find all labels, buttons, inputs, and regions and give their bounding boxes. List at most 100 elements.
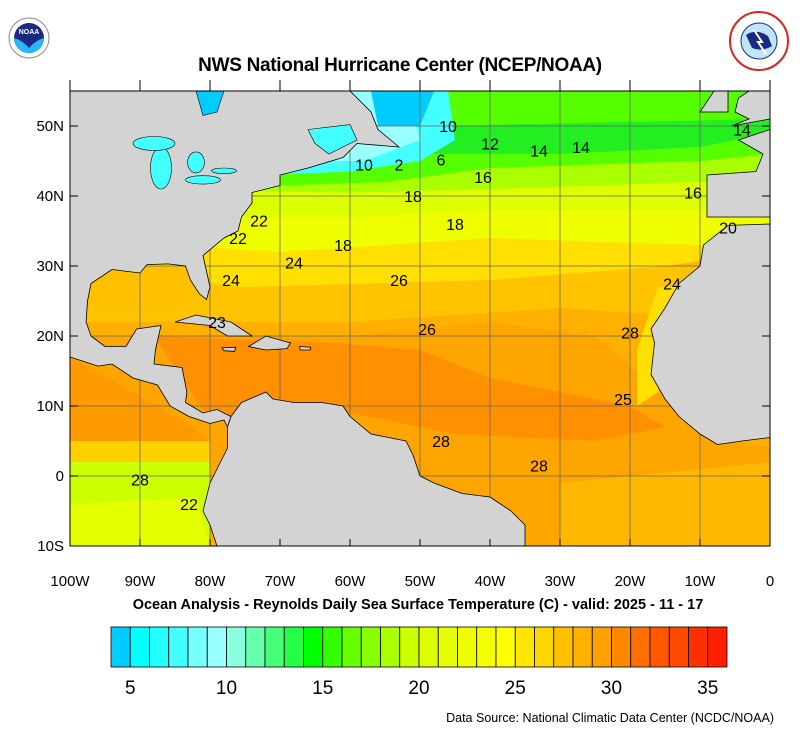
colorbar-swatch xyxy=(688,626,709,668)
colorbar-swatch xyxy=(649,626,670,668)
colorbar-swatch xyxy=(572,626,593,668)
colorbar-swatch xyxy=(707,626,728,668)
colorbar-swatch xyxy=(437,626,458,668)
colorbar-swatch xyxy=(168,626,189,668)
gulf-of-st-lawrence xyxy=(307,124,358,155)
svg-text:NOAA: NOAA xyxy=(19,29,40,36)
page-title: NWS National Hurricane Center (NCEP/NOAA… xyxy=(198,55,602,76)
y-axis-label: 40N xyxy=(36,188,64,205)
x-axis-label: 10W xyxy=(685,573,717,590)
lake xyxy=(185,175,221,185)
x-axis-label: 100W xyxy=(50,573,90,590)
colorbar-swatch xyxy=(476,626,497,668)
sst-region xyxy=(434,119,770,154)
contour-label: 24 xyxy=(285,256,303,273)
contour-label: 24 xyxy=(663,277,681,294)
colorbar-label: 25 xyxy=(505,678,526,699)
land-mass xyxy=(299,346,312,351)
sst-region xyxy=(84,266,203,315)
colorbar-swatch xyxy=(206,626,227,668)
contour-label: 18 xyxy=(334,238,352,255)
land-mass xyxy=(174,314,254,337)
contour-label: 20 xyxy=(719,221,737,238)
colorbar-swatch xyxy=(495,626,516,668)
y-axis-label: 0 xyxy=(56,468,64,485)
colorbar-swatch xyxy=(418,626,439,668)
colorbar-swatch xyxy=(457,626,478,668)
y-axis-label: 50N xyxy=(36,118,64,135)
land-mass xyxy=(699,91,729,113)
colorbar-swatch xyxy=(187,626,208,668)
colorbar-swatch xyxy=(668,626,689,668)
contour-label: 24 xyxy=(222,273,240,290)
colorbar-swatch xyxy=(322,626,343,668)
colorbar-swatch xyxy=(264,626,285,668)
contour-label: 22 xyxy=(250,214,268,231)
data-source: Data Source: National Climatic Data Cent… xyxy=(446,711,774,725)
contour-label: 14 xyxy=(530,144,548,161)
colorbar-swatch xyxy=(226,626,247,668)
lake xyxy=(150,146,172,190)
contour-label: 28 xyxy=(131,473,149,490)
colorbar-swatch xyxy=(303,626,324,668)
nws-logo xyxy=(729,11,789,71)
colorbar-swatch xyxy=(110,626,131,668)
contour-label: 22 xyxy=(229,231,247,248)
contour-label: 26 xyxy=(418,322,436,339)
colorbar-swatch xyxy=(283,626,304,668)
colorbar-swatch xyxy=(630,626,651,668)
contour-label: 14 xyxy=(572,140,590,157)
colorbar-label: 35 xyxy=(697,678,718,699)
colorbar-swatch xyxy=(611,626,632,668)
sst-region xyxy=(371,91,434,126)
contour-label: 18 xyxy=(404,189,422,206)
contour-label: 18 xyxy=(446,217,464,234)
x-axis-label: 90W xyxy=(125,573,157,590)
contour-label: 22 xyxy=(180,497,198,514)
colorbar-swatch xyxy=(534,626,555,668)
y-axis-label: 10S xyxy=(37,538,64,555)
x-axis-label: 40W xyxy=(475,573,507,590)
y-axis-label: 20N xyxy=(36,328,64,345)
land-mass xyxy=(202,391,526,546)
colorbar-label: 30 xyxy=(601,678,622,699)
contour-label: 2 xyxy=(395,158,404,175)
land-mass xyxy=(706,129,770,218)
colorbar-swatch xyxy=(245,626,266,668)
x-axis-label: 0 xyxy=(766,573,774,590)
contour-label: 10 xyxy=(355,158,373,175)
colorbar: 5 10 15 20 25 30 35 xyxy=(110,626,728,699)
contour-label: 16 xyxy=(684,186,702,203)
x-axis-label: 80W xyxy=(195,573,227,590)
colorbar-label: 20 xyxy=(408,678,429,699)
colorbar-swatch xyxy=(553,626,574,668)
map-subtitle: Ocean Analysis - Reynolds Daily Sea Surf… xyxy=(132,597,704,613)
colorbar-swatch xyxy=(149,626,170,668)
x-axis-label: 30W xyxy=(545,573,577,590)
noaa-logo: NOAA xyxy=(8,17,50,59)
contour-label: 28 xyxy=(432,434,450,451)
hudson-bay xyxy=(195,91,225,116)
y-axis-label: 30N xyxy=(36,258,64,275)
contour-label: 12 xyxy=(481,137,499,154)
y-axis-label: 10N xyxy=(36,398,64,415)
land-mass xyxy=(650,223,770,445)
contour-label: 16 xyxy=(474,170,492,187)
colorbar-swatch xyxy=(341,626,362,668)
lake xyxy=(211,167,237,174)
contour-label: 23 xyxy=(208,315,226,332)
sst-region xyxy=(560,462,770,546)
contour-label: 14 xyxy=(733,123,751,140)
lake xyxy=(132,136,176,151)
colorbar-swatch xyxy=(380,626,401,668)
contour-label: 26 xyxy=(390,273,408,290)
x-axis-label: 50W xyxy=(405,573,437,590)
x-axis-label: 20W xyxy=(615,573,647,590)
land-mass xyxy=(731,91,770,127)
colorbar-swatch xyxy=(591,626,612,668)
lake xyxy=(187,151,205,174)
colorbar-label: 10 xyxy=(216,678,237,699)
x-axis-label: 60W xyxy=(335,573,367,590)
